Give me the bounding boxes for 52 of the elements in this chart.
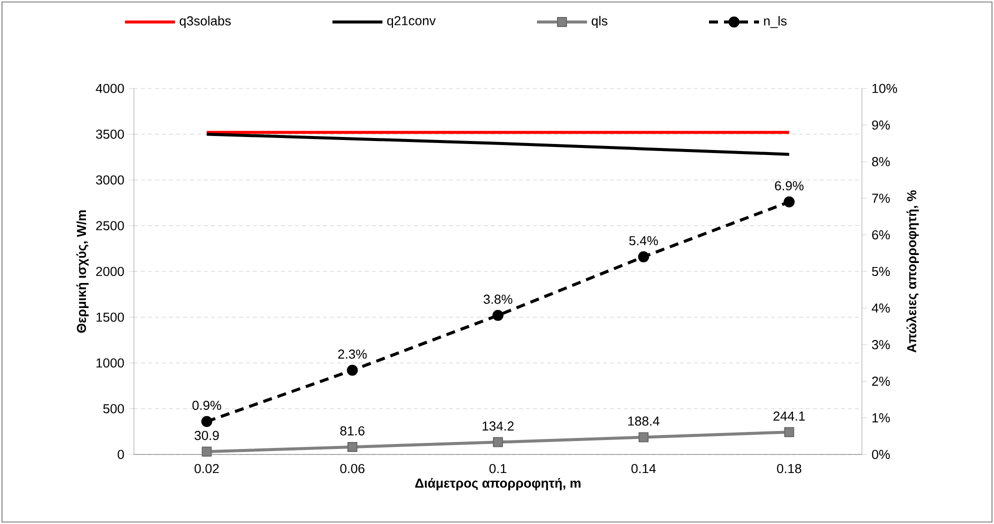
y-tick-label: 3000	[96, 175, 124, 185]
x-tick-label: 0.02	[194, 464, 219, 474]
y2-tick-label: 8%	[872, 157, 890, 166]
data-label: 244.1	[774, 412, 805, 421]
data-label: 3.8%	[484, 294, 512, 304]
point	[492, 310, 504, 321]
y2-axis-title: Απώλειες απορροφητή, %	[906, 190, 919, 353]
y-axis-title: Θερμική ισχύς, W/m	[76, 210, 89, 333]
point	[784, 196, 795, 208]
legend-label: q3solabs	[180, 16, 231, 28]
data-label: 2.3%	[338, 350, 367, 359]
y2-tick-label: 5%	[872, 266, 890, 276]
legend-label: qls	[592, 16, 608, 28]
data-label: 188.4	[628, 416, 660, 426]
legend-label: q21conv	[387, 16, 436, 28]
point	[638, 251, 650, 262]
point	[202, 446, 212, 457]
data-label: 6.9%	[775, 181, 804, 190]
y2-tick-label: 7%	[872, 194, 890, 203]
y2-tick-label: 1%	[872, 413, 890, 422]
legend-label: n_ls	[764, 16, 787, 28]
point	[346, 364, 358, 376]
y2-tick-label: 3%	[872, 340, 890, 350]
x-tick-label: 0.1	[489, 464, 506, 474]
data-label: 0.9%	[192, 400, 222, 410]
data-label: 134.2	[482, 421, 514, 431]
point	[492, 437, 503, 448]
point	[638, 432, 649, 442]
y2-tick-label: 10%	[872, 84, 898, 94]
y-tick-label: 0	[118, 450, 124, 460]
y-tick-label: 1000	[96, 358, 124, 368]
x-tick-label: 0.06	[340, 464, 364, 474]
y2-tick-label: 4%	[872, 304, 890, 313]
y2-tick-label: 0%	[872, 450, 890, 460]
y-tick-label: 2500	[96, 221, 124, 230]
data-label: 30.9	[194, 430, 219, 440]
data-label: 81.6	[340, 426, 364, 436]
x-axis-title: Διάμετρος απορροφητή, m	[415, 478, 580, 490]
y-tick-label: 4000	[96, 84, 124, 94]
point	[784, 427, 794, 438]
y-tick-label: 2000	[96, 266, 124, 276]
x-tick-label: 0.14	[631, 464, 656, 474]
point	[347, 442, 358, 452]
x-tick-label: 0.18	[777, 464, 802, 474]
y-tick-label: 1500	[96, 312, 124, 322]
y-tick-label: 500	[103, 404, 124, 414]
y2-tick-label: 9%	[872, 120, 890, 130]
data-label: 5.4%	[629, 236, 658, 246]
y2-tick-label: 6%	[872, 230, 890, 240]
y2-tick-label: 2%	[872, 376, 890, 386]
y-tick-label: 3500	[96, 130, 124, 139]
point	[201, 416, 212, 428]
